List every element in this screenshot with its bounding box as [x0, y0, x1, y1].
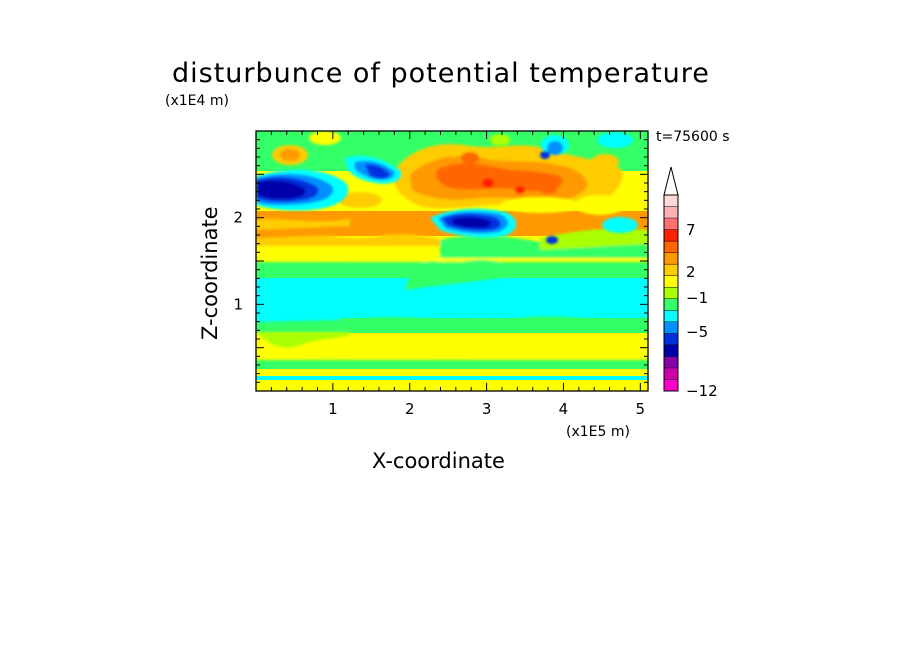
- colorbar-extend-arrow: [663, 166, 679, 196]
- colorbar-bin: [664, 264, 678, 277]
- colorbar-label: −12: [686, 382, 718, 400]
- x-tick-label: 3: [482, 400, 492, 418]
- mid-cyan-detail: [256, 288, 455, 322]
- z-axis-unit: (x1E4 m): [165, 93, 229, 109]
- warm-region: [272, 131, 625, 215]
- colorbar: 7 2 −1 −5 −12: [663, 166, 718, 400]
- x-tick-label: 4: [559, 400, 569, 418]
- colorbar-label: 2: [686, 263, 696, 281]
- band-yellow-4: [256, 369, 648, 377]
- band-cyan-low: [256, 376, 648, 381]
- colorbar-bin: [664, 206, 678, 219]
- cool-region: [256, 132, 638, 244]
- colorbar-bin: [664, 379, 678, 392]
- colorbar-label: 7: [686, 221, 696, 239]
- colorbar-bin: [664, 367, 678, 380]
- colorbar-bin: [664, 321, 678, 334]
- z-tick-label: 2: [233, 209, 243, 227]
- colorbar-bin: [664, 252, 678, 265]
- x-tick-label: 5: [636, 400, 646, 418]
- colorbar-label: −1: [686, 289, 708, 307]
- chart-title: disturbunce of potential temperature: [172, 58, 710, 89]
- colorbar-bin: [664, 275, 678, 288]
- colorbar-bin: [664, 218, 678, 230]
- x-tick-label: 2: [405, 400, 415, 418]
- z-tick-label: 1: [233, 295, 243, 313]
- colorbar-label: −5: [686, 323, 708, 341]
- colorbar-bin: [664, 333, 678, 346]
- colorbar-bin: [664, 229, 678, 242]
- colorbar-bin: [664, 241, 678, 253]
- colorbar-bin: [664, 195, 678, 207]
- contour-field: [256, 131, 648, 391]
- colorbar-bin: [664, 356, 678, 369]
- colorbar-bin: [664, 287, 678, 300]
- x-axis-unit: (x1E5 m): [566, 424, 630, 440]
- colorbar-frame: [663, 194, 679, 392]
- colorbar-bin: [664, 344, 678, 357]
- time-label: t=75600 s: [656, 129, 730, 145]
- x-tick-label: 1: [328, 400, 338, 418]
- z-axis: 12: [233, 139, 648, 383]
- band-yellow-bottom: [256, 380, 648, 391]
- colorbar-bin: [664, 298, 678, 311]
- x-axis-label: X-coordinate: [372, 449, 505, 473]
- colorbar-bin: [664, 310, 678, 323]
- z-axis-label: Z-coordinate: [198, 206, 222, 340]
- x-axis: 1 2 3 4 5: [270, 131, 646, 418]
- wavy-details: [256, 218, 648, 360]
